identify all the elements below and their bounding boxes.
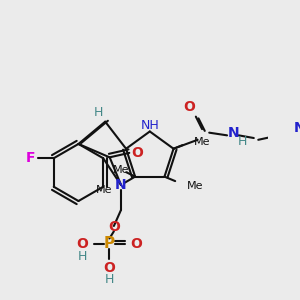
Text: O: O: [77, 237, 88, 251]
Text: Me: Me: [194, 136, 211, 147]
Text: F: F: [26, 151, 35, 165]
Text: H: H: [78, 250, 87, 263]
Text: N: N: [115, 178, 127, 192]
Text: O: O: [108, 220, 120, 234]
Text: Me: Me: [187, 181, 203, 190]
Text: O: O: [183, 100, 195, 114]
Text: Me: Me: [96, 185, 113, 195]
Text: O: O: [131, 146, 143, 160]
Text: P: P: [104, 236, 115, 251]
Text: N: N: [293, 121, 300, 135]
Text: Me: Me: [112, 164, 129, 175]
Text: N: N: [227, 126, 239, 140]
Text: O: O: [103, 261, 116, 275]
Text: NH: NH: [140, 119, 159, 132]
Text: H: H: [238, 135, 247, 148]
Text: O: O: [130, 237, 142, 251]
Text: H: H: [105, 273, 114, 286]
Text: H: H: [93, 106, 103, 119]
